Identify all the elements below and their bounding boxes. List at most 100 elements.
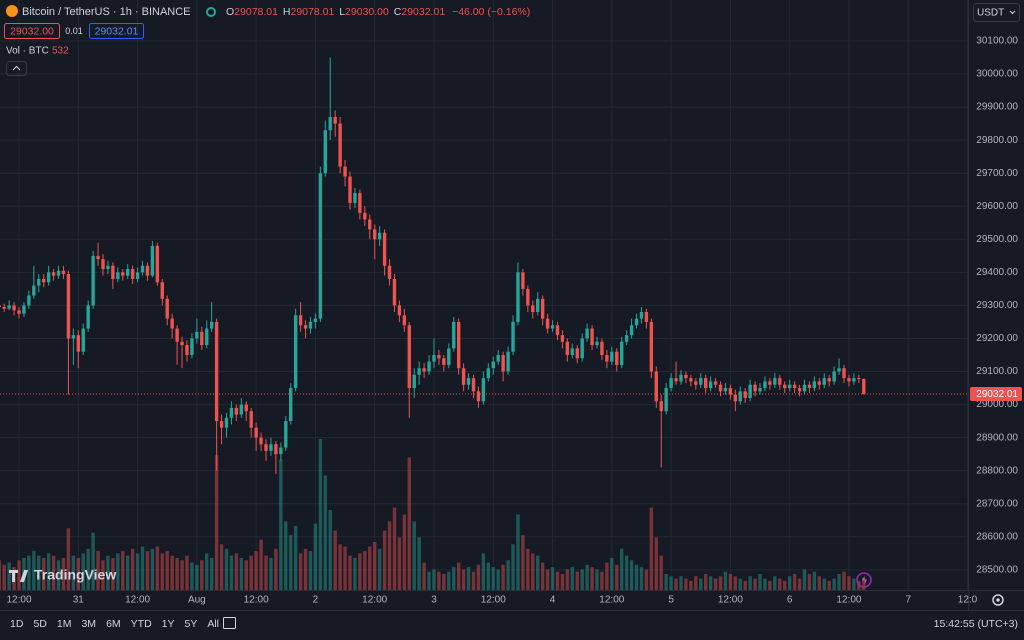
- candle-body: [545, 318, 550, 329]
- volume-bar: [521, 535, 525, 590]
- candle-body: [733, 394, 738, 402]
- candle-body: [679, 374, 683, 382]
- candle-body: [708, 381, 713, 389]
- volume-bar: [694, 576, 698, 590]
- candle-body: [783, 384, 787, 389]
- candle-body: [802, 384, 807, 392]
- volume-bar: [862, 577, 866, 590]
- range-button[interactable]: 5D: [33, 618, 47, 630]
- candle-body: [22, 305, 26, 314]
- candle-body: [382, 232, 387, 266]
- volume-bar: [634, 564, 639, 590]
- range-button[interactable]: YTD: [131, 618, 152, 630]
- volume-bar: [600, 571, 604, 590]
- brand-name[interactable]: TradingView: [34, 567, 116, 583]
- candle-body: [51, 272, 56, 276]
- volume-bar: [121, 551, 125, 590]
- volume-bar: [669, 576, 673, 590]
- candle-body: [610, 351, 614, 362]
- range-button[interactable]: 1D: [10, 618, 24, 630]
- volume-bar: [358, 553, 362, 590]
- volume-bar: [644, 569, 649, 590]
- y-tick-label: 28800.00: [976, 465, 1018, 476]
- volume-bar: [214, 455, 219, 590]
- volume-bar: [175, 557, 179, 590]
- settings-button[interactable]: [992, 594, 1004, 606]
- candle-body: [605, 354, 609, 362]
- range-button[interactable]: 5Y: [185, 618, 198, 630]
- candle-body: [209, 321, 214, 329]
- ohlc-value: 29078.01: [234, 6, 278, 18]
- date-range-button[interactable]: [223, 617, 236, 629]
- volume-bar: [536, 555, 540, 590]
- candle-body: [639, 312, 644, 319]
- volume-bar: [664, 573, 668, 590]
- volume-bar: [545, 569, 550, 590]
- y-tick-label: 28500.00: [976, 564, 1018, 575]
- volume-bar: [402, 514, 407, 590]
- spread: 0.01: [65, 26, 83, 36]
- y-tick-label: 28600.00: [976, 531, 1018, 542]
- candle-body: [91, 255, 95, 306]
- candle-body: [249, 411, 253, 428]
- volume-bar: [2, 564, 6, 590]
- candle-body: [17, 310, 21, 314]
- volume-bar: [76, 557, 80, 590]
- volume-bar: [368, 546, 372, 590]
- volume-bar: [81, 553, 85, 590]
- candle-body: [521, 272, 525, 289]
- volume-bar: [758, 573, 762, 590]
- candle-body: [42, 278, 46, 283]
- range-button[interactable]: All: [207, 618, 219, 630]
- currency-select[interactable]: [973, 3, 1020, 22]
- volume-bar: [71, 555, 76, 590]
- range-button[interactable]: 3M: [81, 618, 96, 630]
- alert-button[interactable]: [856, 572, 872, 588]
- candle-body: [540, 298, 545, 319]
- candle-body: [506, 351, 510, 372]
- symbol-title[interactable]: Bitcoin / TetherUS · 1h · BINANCE: [22, 6, 191, 18]
- volume-bar: [481, 553, 486, 590]
- volume-bar: [343, 546, 347, 590]
- candle-body: [634, 318, 639, 326]
- x-tick-label: 7: [905, 595, 911, 606]
- candle-body: [2, 307, 6, 309]
- candle-body: [427, 361, 431, 372]
- candle-body: [165, 298, 169, 319]
- range-button[interactable]: 1Y: [162, 618, 175, 630]
- volume-bar: [679, 576, 683, 590]
- sell-button[interactable]: [4, 23, 60, 39]
- volume-bar: [269, 557, 273, 590]
- candle-body: [684, 374, 688, 379]
- candle-body: [32, 285, 36, 296]
- volume-bar: [313, 523, 318, 590]
- volume-bar: [590, 567, 594, 590]
- volume-bar: [180, 560, 184, 590]
- collapse-button[interactable]: [6, 61, 27, 76]
- x-tick-label: 12:00: [718, 595, 743, 606]
- volume-bar: [318, 439, 323, 590]
- symbol-icon: [6, 5, 18, 17]
- buy-button[interactable]: [89, 23, 144, 39]
- volume-bar: [605, 562, 609, 590]
- volume-bar: [86, 548, 90, 590]
- volume-bar: [150, 548, 155, 590]
- ohlc-value: 29078.01: [290, 6, 334, 18]
- x-tick-label: 31: [73, 595, 85, 606]
- range-button[interactable]: 1M: [57, 618, 72, 630]
- candle-body: [837, 368, 841, 372]
- volume-bar: [333, 530, 337, 590]
- range-button[interactable]: 6M: [106, 618, 121, 630]
- volume-bar: [486, 562, 491, 590]
- market-status[interactable]: [206, 7, 216, 17]
- candle-body: [654, 371, 658, 402]
- candle-body: [511, 321, 515, 352]
- candle-body: [629, 325, 634, 336]
- last-price-badge: [970, 386, 1022, 401]
- volume-bar: [244, 560, 248, 590]
- volume-bar: [427, 571, 431, 590]
- candle-body: [377, 232, 382, 240]
- ohlc-value: 29030.00: [345, 6, 389, 18]
- volume-bar: [284, 521, 288, 590]
- volume-bar: [323, 475, 328, 590]
